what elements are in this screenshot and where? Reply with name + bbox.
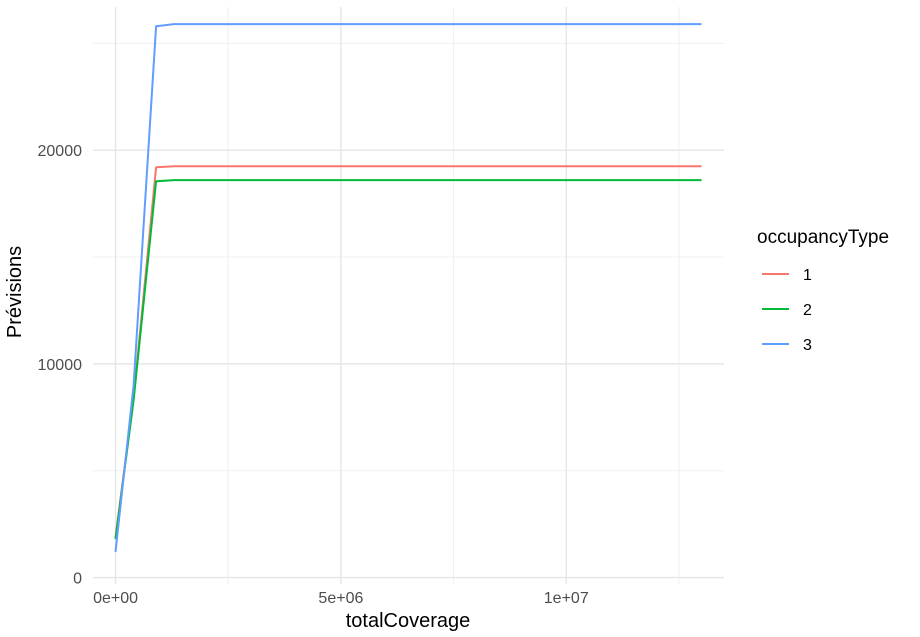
- y-tick-label: 10000: [38, 357, 83, 374]
- y-tick-label: 0: [73, 571, 82, 588]
- legend-items: 1 2 3: [762, 267, 812, 354]
- major-gridlines: [93, 7, 724, 584]
- x-tick-label: 5e+06: [318, 590, 363, 607]
- legend-title: occupancyType: [757, 227, 889, 248]
- x-tick-labels: 0e+00 5e+06 1e+07: [93, 590, 589, 607]
- series-lines: [114, 23, 702, 553]
- x-axis-title: totalCoverage: [346, 610, 471, 632]
- legend: occupancyType 1 2 3: [757, 227, 889, 354]
- legend-label-3: 3: [803, 337, 812, 354]
- minor-gridlines: [93, 7, 724, 584]
- y-tick-labels: 0 10000 20000: [38, 143, 83, 587]
- y-axis-title: Prévisions: [4, 246, 26, 338]
- legend-label-2: 2: [803, 302, 812, 319]
- legend-label-1: 1: [803, 267, 812, 284]
- y-tick-label: 20000: [38, 143, 83, 160]
- series-line-1: [114, 165, 702, 538]
- x-tick-label: 1e+07: [544, 590, 589, 607]
- x-tick-label: 0e+00: [93, 590, 138, 607]
- series-line-3: [114, 23, 702, 553]
- series-line-2: [114, 179, 702, 540]
